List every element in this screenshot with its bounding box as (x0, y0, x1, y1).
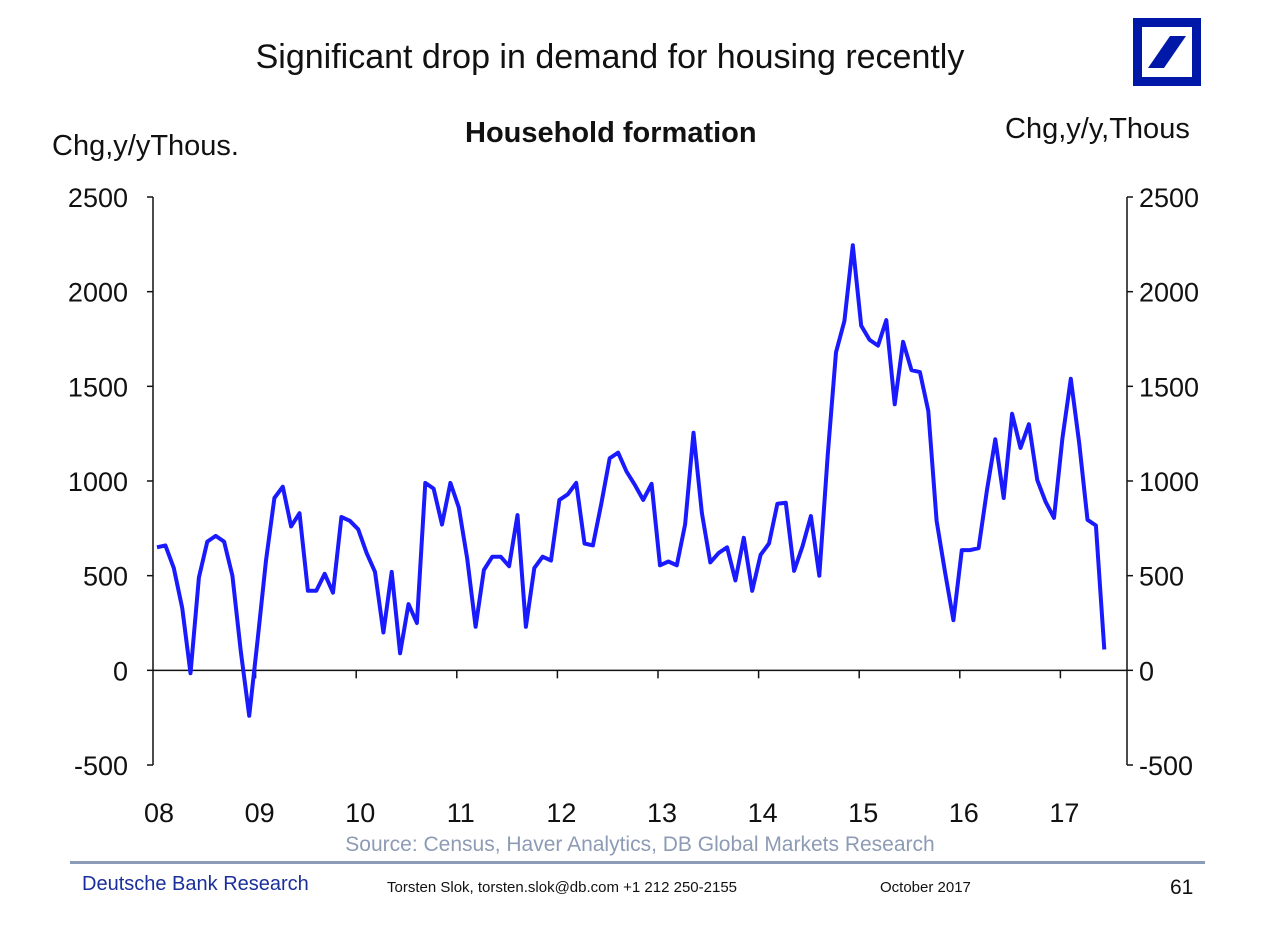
x-tick-label: 16 (949, 798, 979, 828)
deutsche-bank-logo (1133, 18, 1201, 86)
y-tick-label-right: 0 (1139, 656, 1154, 686)
y-tick-label-left: 2500 (68, 183, 128, 213)
page-title: Significant drop in demand for housing r… (255, 38, 965, 76)
y-tick-label-left: 1500 (68, 372, 128, 402)
y-tick-label-right: 1500 (1139, 372, 1199, 402)
y-tick-label-left: 1000 (68, 467, 128, 497)
x-tick-label: 08 (144, 798, 174, 828)
y-tick-label-right: 500 (1139, 562, 1184, 592)
y-tick-label-right: 2500 (1139, 183, 1199, 213)
y-tick-label-right: 2000 (1139, 278, 1199, 308)
y-tick-label-left: 2000 (68, 278, 128, 308)
series-line (156, 243, 1107, 718)
y-tick-label-right: 1000 (1139, 467, 1199, 497)
x-tick-label: 11 (447, 798, 475, 828)
x-tick-label: 14 (748, 798, 778, 828)
x-tick-label: 09 (245, 798, 275, 828)
page-number: 61 (1170, 876, 1194, 899)
y-tick-label-left: -500 (74, 751, 128, 781)
footer-date: October 2017 (880, 879, 971, 896)
x-tick-label: 17 (1049, 798, 1079, 828)
y-axis-label-left: Chg,y/yThous. (52, 130, 239, 162)
footer-contact: Torsten Slok, torsten.slok@db.com +1 212… (387, 879, 738, 896)
source-note: Source: Census, Haver Analytics, DB Glob… (345, 833, 935, 856)
y-tick-label-right: -500 (1139, 751, 1193, 781)
chart-title: Household formation (465, 117, 757, 149)
x-tick-label: 13 (647, 798, 677, 828)
y-axis-label-right: Chg,y/y,Thous (1005, 113, 1190, 145)
footer-brand: Deutsche Bank Research (82, 873, 309, 895)
y-tick-label-left: 500 (83, 562, 128, 592)
x-tick-label: 15 (848, 798, 878, 828)
y-tick-label-left: 0 (113, 656, 128, 686)
x-tick-label: 12 (546, 798, 576, 828)
footer-divider (70, 861, 1205, 864)
x-tick-label: 10 (345, 798, 375, 828)
